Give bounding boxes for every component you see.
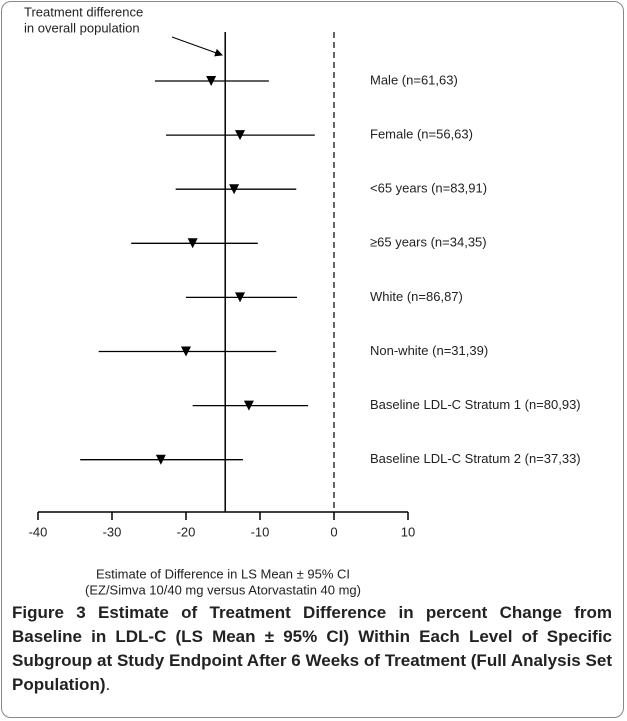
caption-label: Figure 3 — [12, 603, 86, 622]
annotation: in overall population — [24, 20, 140, 35]
point-estimate — [181, 346, 191, 357]
point-estimate — [187, 238, 198, 249]
caption: Figure 3 Estimate of Treatment Differenc… — [12, 601, 612, 697]
x-tick-label: -20 — [177, 524, 196, 539]
category-label: Female (n=56,63) — [370, 127, 473, 142]
annotation-arrow — [171, 36, 223, 57]
x-tick-label: 0 — [330, 524, 337, 539]
x-axis-label: (EZ/Simva 10/40 mg versus Atorvastatin 4… — [85, 582, 361, 597]
category-label: Baseline LDL-C Stratum 1 (n=80,93) — [370, 397, 581, 412]
point-estimate — [155, 454, 166, 465]
x-tick-label: -40 — [29, 524, 48, 539]
category-label: White (n=86,87) — [370, 289, 463, 304]
point-estimate — [235, 130, 246, 141]
category-label: <65 years (n=83,91) — [370, 181, 487, 196]
category-label: ≥65 years (n=34,35) — [370, 235, 487, 250]
x-axis-label: Estimate of Difference in LS Mean ± 95% … — [96, 566, 350, 581]
category-label: Baseline LDL-C Stratum 2 (n=37,33) — [370, 451, 581, 466]
category-label: Male (n=61,63) — [370, 72, 458, 87]
annotation: Treatment difference — [24, 4, 143, 19]
point-estimate — [235, 292, 246, 303]
point-estimate — [229, 184, 240, 195]
chart: Treatment difference in overall populati… — [24, 4, 581, 597]
x-tick-label: -10 — [251, 524, 270, 539]
x-tick-label: 10 — [401, 524, 415, 539]
category-label: Non-white (n=31,39) — [370, 343, 488, 358]
caption-text: Estimate of Treatment Difference in perc… — [12, 603, 612, 694]
point-estimate — [243, 400, 254, 411]
x-tick-label: -30 — [103, 524, 122, 539]
point-estimate — [206, 76, 217, 86]
caption-end: . — [105, 675, 111, 694]
